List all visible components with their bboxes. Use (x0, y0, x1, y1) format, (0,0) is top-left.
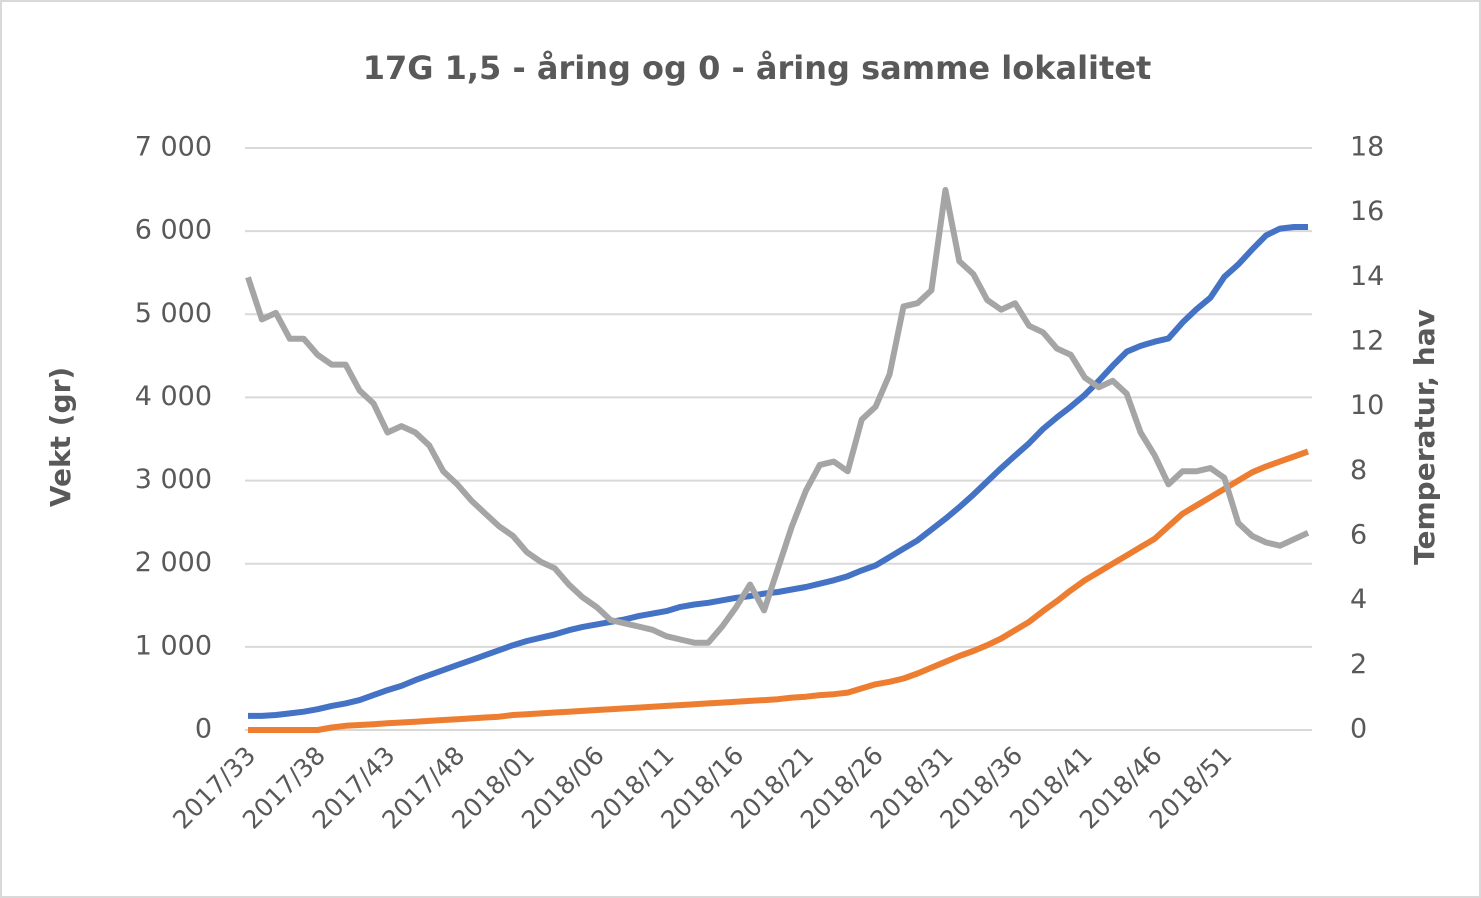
y2-tick-label: 14 (1350, 261, 1384, 292)
y-tick-label: 6 000 (135, 215, 212, 246)
y2-tick-label: 10 (1350, 390, 1384, 421)
y-tick-label: 0 (195, 714, 212, 745)
y-tick-label: 5 000 (135, 298, 212, 329)
y-tick-label: 2 000 (135, 547, 212, 578)
y-tick-label: 7 000 (135, 132, 212, 163)
y-axis-title: Vekt (gr) (44, 367, 77, 507)
y2-tick-label: 12 (1350, 326, 1384, 357)
y2-axis-title: Temperatur, hav (1408, 309, 1441, 565)
chart-title: 17G 1,5 - åring og 0 - åring samme lokal… (363, 49, 1152, 87)
y2-tick-label: 6 (1350, 520, 1367, 551)
y2-tick-label: 8 (1350, 455, 1367, 486)
y-tick-label: 1 000 (135, 630, 212, 661)
y2-tick-label: 16 (1350, 196, 1384, 227)
y2-tick-label: 2 (1350, 649, 1367, 680)
series-line (245, 187, 1310, 646)
y-tick-label: 3 000 (135, 464, 212, 495)
series-line (248, 224, 1308, 719)
y2-tick-label: 18 (1350, 132, 1384, 163)
y2-tick-label: 4 (1350, 584, 1367, 615)
y2-tick-label: 0 (1350, 714, 1367, 745)
series-line (248, 448, 1310, 733)
y-tick-label: 4 000 (135, 381, 212, 412)
